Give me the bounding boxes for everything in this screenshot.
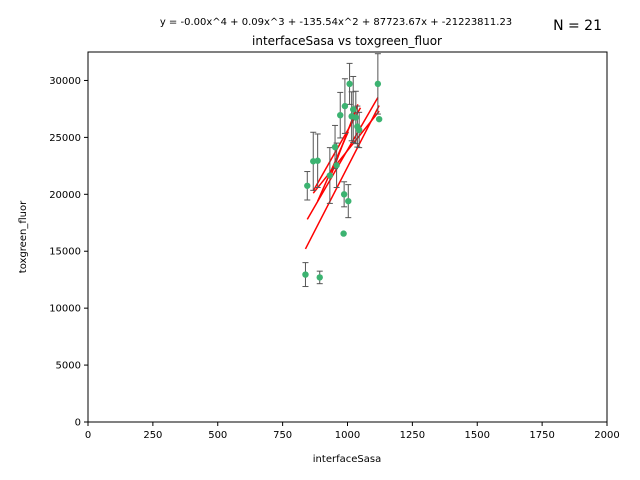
x-tick-label: 1750 <box>529 430 554 441</box>
x-tick-label: 1000 <box>335 430 360 441</box>
data-point <box>346 80 353 88</box>
y-tick-label: 10000 <box>49 304 81 315</box>
y-tick-label: 25000 <box>49 133 81 144</box>
n-count-label: N = 21 <box>553 18 602 34</box>
x-tick-label: 750 <box>273 430 292 441</box>
data-point <box>333 162 340 169</box>
data-point <box>345 197 352 205</box>
data-point <box>340 230 347 237</box>
x-tick-label: 0 <box>85 430 91 441</box>
data-point <box>331 143 339 151</box>
y-tick-label: 0 <box>75 418 81 429</box>
axes: 0 250 500 750 1000 1250 1500 1750 20000500010000… <box>49 51 620 441</box>
data-point <box>375 115 383 123</box>
fit-equation: y = -0.00x^4 + 0.09x^3 + -135.54x^2 + 87… <box>160 17 512 28</box>
y-tick-label: 5000 <box>56 361 81 372</box>
data-point <box>341 102 349 110</box>
data-point <box>374 80 382 88</box>
x-tick-label: 1250 <box>400 430 425 441</box>
x-tick-label: 250 <box>143 430 162 441</box>
data-point <box>352 114 360 121</box>
data-point <box>316 274 323 281</box>
data-point <box>304 182 311 189</box>
data-points <box>302 80 383 281</box>
data-point <box>337 111 344 119</box>
data-point <box>302 271 309 278</box>
data-point <box>340 191 348 198</box>
fit-line-5 <box>312 110 380 194</box>
data-point <box>355 126 363 134</box>
y-axis-label: toxgreen_fluor <box>18 200 29 273</box>
x-tick-label: 1500 <box>465 430 490 441</box>
y-tick-label: 20000 <box>49 190 81 201</box>
y-tick-label: 15000 <box>49 247 81 258</box>
y-tick-label: 30000 <box>49 76 81 87</box>
fit-line-0 <box>304 105 380 250</box>
data-point <box>350 106 357 113</box>
data-point <box>314 157 321 164</box>
data-point <box>326 172 334 179</box>
x-tick-label: 500 <box>208 430 227 441</box>
chart-title: interfaceSasa vs toxgreen_fluor <box>252 34 442 48</box>
x-axis-label: interfaceSasa <box>313 454 381 465</box>
x-tick-label: 2000 <box>594 430 619 441</box>
